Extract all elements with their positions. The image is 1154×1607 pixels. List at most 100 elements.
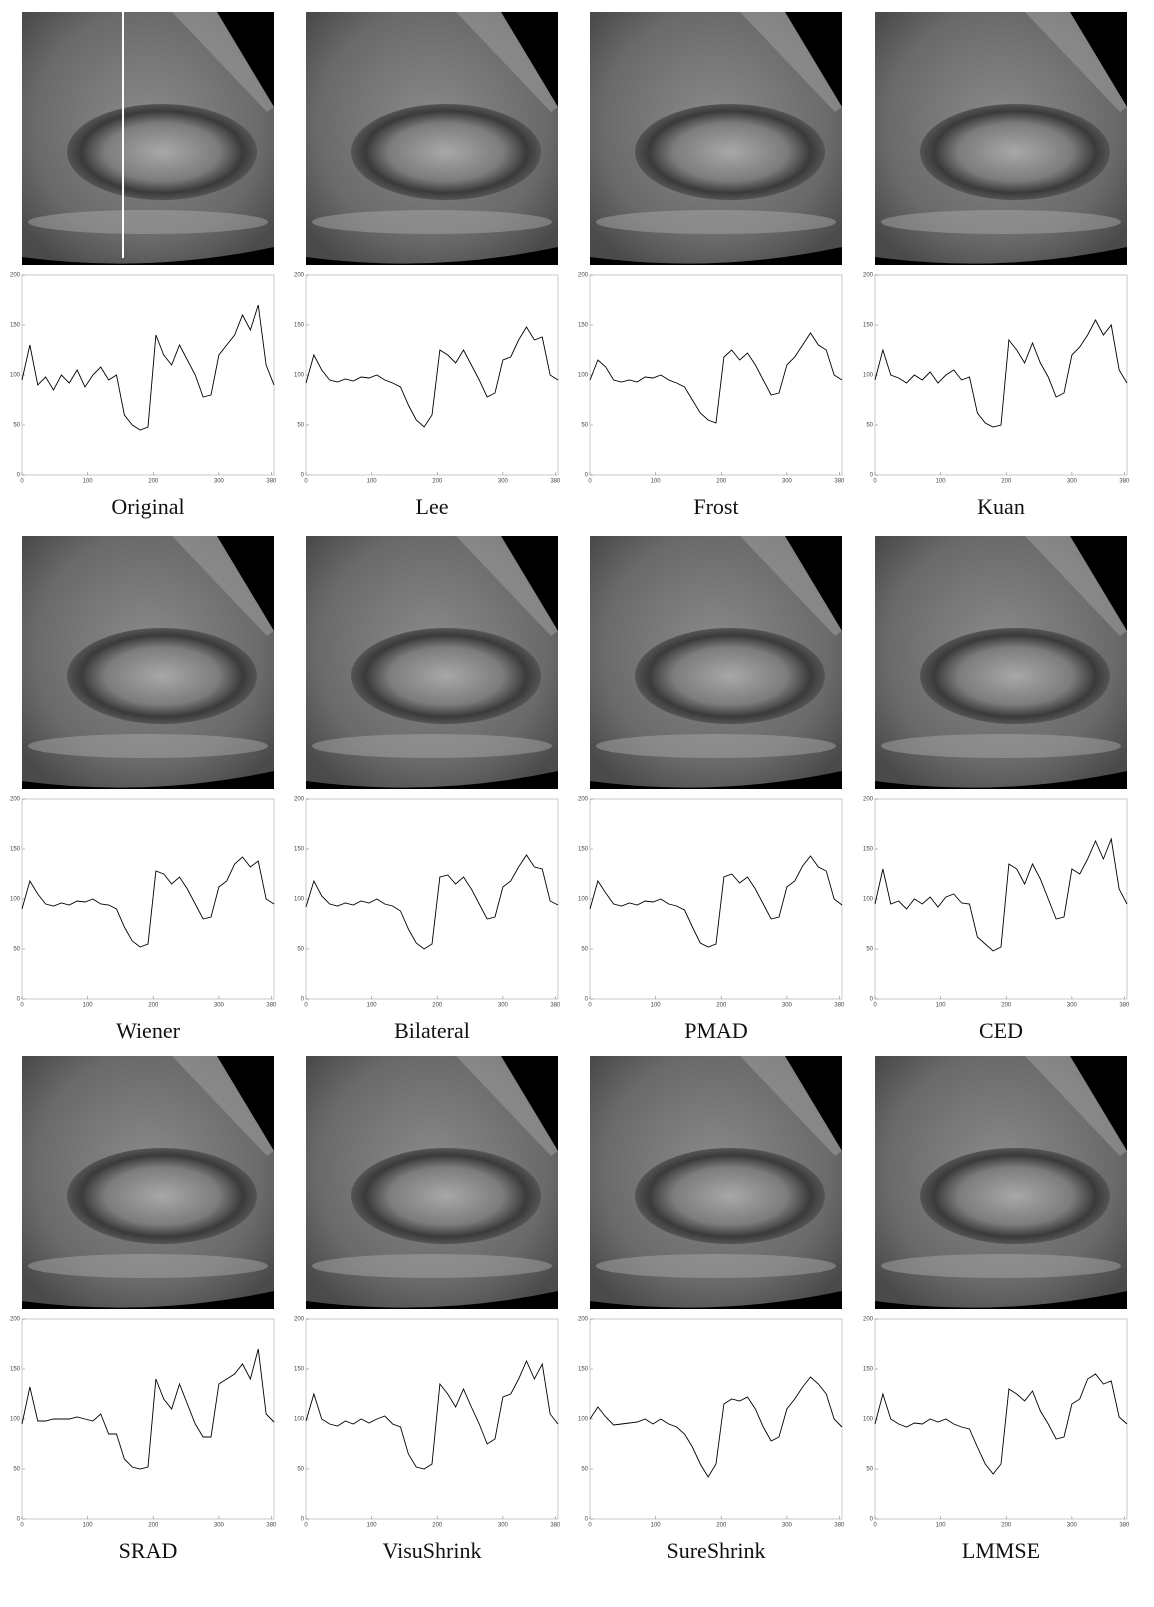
skin-band	[1025, 536, 1127, 636]
y-tick-label: 100	[10, 1417, 21, 1423]
y-tick-label: 50	[297, 947, 304, 953]
y-tick-label: 0	[17, 1517, 21, 1523]
profile-curve	[21, 304, 275, 431]
x-tick-label: 0	[588, 1003, 592, 1009]
y-tick-label: 100	[294, 373, 305, 379]
x-tick-label: 0	[873, 1523, 877, 1529]
y-tick-label: 50	[297, 423, 304, 429]
y-tick-label: 150	[10, 1367, 21, 1373]
y-tick-label: 50	[866, 947, 873, 953]
x-tick-label: 200	[1001, 479, 1012, 485]
ultrasound-image	[306, 12, 558, 265]
x-tick-label: 100	[83, 1003, 94, 1009]
y-tick-label: 100	[294, 1417, 305, 1423]
y-tick-label: 150	[294, 323, 305, 329]
x-tick-label: 200	[432, 1523, 443, 1529]
plot-frame	[874, 1318, 1128, 1520]
y-tick-label: 50	[297, 1467, 304, 1473]
kidney	[920, 628, 1110, 724]
y-tick-label: 150	[10, 847, 21, 853]
x-tick-label: 0	[20, 479, 24, 485]
skin-band	[172, 12, 274, 112]
y-tick-label: 200	[10, 1317, 21, 1323]
x-tick-label: 100	[651, 1003, 662, 1009]
bright-band	[881, 734, 1121, 758]
profile-curve	[305, 854, 559, 950]
y-tick-label: 200	[863, 797, 874, 803]
plot-frame	[874, 798, 1128, 1000]
plot-frame	[589, 798, 843, 1000]
y-tick-label: 50	[581, 423, 588, 429]
y-tick-label: 150	[578, 847, 589, 853]
ultrasound-image	[875, 12, 1127, 265]
bright-band	[881, 210, 1121, 234]
y-tick-label: 50	[13, 1467, 20, 1473]
x-tick-label: 300	[1067, 1523, 1078, 1529]
ultrasound-image	[306, 1056, 558, 1309]
y-tick-label: 200	[294, 1317, 305, 1323]
profile-curve	[874, 837, 1128, 952]
x-tick-label: 200	[1001, 1523, 1012, 1529]
skin-band	[1025, 1056, 1127, 1156]
y-tick-label: 100	[578, 897, 589, 903]
profile-curve	[874, 319, 1128, 428]
kidney	[635, 628, 825, 724]
ultrasound-image	[590, 1056, 842, 1309]
kidney	[67, 628, 257, 724]
ultrasound-image	[590, 536, 842, 789]
y-tick-label: 200	[578, 1317, 589, 1323]
x-tick-label: 300	[498, 479, 509, 485]
x-tick-label: 200	[432, 479, 443, 485]
panel-label: Frost	[693, 494, 738, 519]
skin-band	[456, 12, 558, 112]
y-tick-label: 100	[294, 897, 305, 903]
ultrasound-image	[22, 1056, 274, 1309]
panel-label: Wiener	[116, 1018, 181, 1043]
x-tick-label: 200	[716, 1523, 727, 1529]
x-tick-label: 300	[782, 1003, 793, 1009]
profile-curve	[589, 1376, 843, 1478]
x-tick-label: 200	[148, 1523, 159, 1529]
y-tick-label: 100	[10, 897, 21, 903]
y-tick-label: 0	[17, 997, 21, 1003]
panel-label: LMMSE	[962, 1538, 1040, 1563]
panel-label: VisuShrink	[383, 1538, 482, 1563]
x-tick-label: 380	[550, 479, 561, 485]
skin-band	[740, 536, 842, 636]
y-tick-label: 0	[301, 997, 305, 1003]
bright-band	[312, 210, 552, 234]
y-tick-label: 200	[294, 273, 305, 279]
plot-frame	[874, 274, 1128, 476]
skin-band	[172, 536, 274, 636]
panel-label: PMAD	[684, 1018, 748, 1043]
y-tick-label: 150	[10, 323, 21, 329]
y-tick-label: 200	[10, 273, 21, 279]
ultrasound-image	[590, 12, 842, 265]
y-tick-label: 200	[10, 797, 21, 803]
kidney	[351, 628, 541, 724]
y-tick-label: 150	[578, 323, 589, 329]
y-tick-label: 150	[294, 1367, 305, 1373]
y-tick-label: 100	[578, 1417, 589, 1423]
x-tick-label: 100	[651, 479, 662, 485]
plot-frame	[21, 798, 275, 1000]
y-tick-label: 0	[870, 1517, 874, 1523]
x-tick-label: 380	[834, 1523, 845, 1529]
x-tick-label: 100	[367, 479, 378, 485]
bright-band	[596, 734, 836, 758]
x-tick-label: 200	[148, 479, 159, 485]
ultrasound-image	[875, 1056, 1127, 1309]
y-tick-label: 50	[13, 423, 20, 429]
bright-band	[312, 734, 552, 758]
y-tick-label: 150	[578, 1367, 589, 1373]
kidney	[67, 104, 257, 200]
x-tick-label: 200	[148, 1003, 159, 1009]
x-tick-label: 200	[716, 1003, 727, 1009]
x-tick-label: 0	[304, 1003, 308, 1009]
profile-curve	[589, 332, 843, 424]
y-tick-label: 0	[301, 1517, 305, 1523]
y-tick-label: 200	[863, 273, 874, 279]
y-tick-label: 150	[863, 847, 874, 853]
y-tick-label: 100	[863, 897, 874, 903]
ultrasound-image	[22, 536, 274, 789]
